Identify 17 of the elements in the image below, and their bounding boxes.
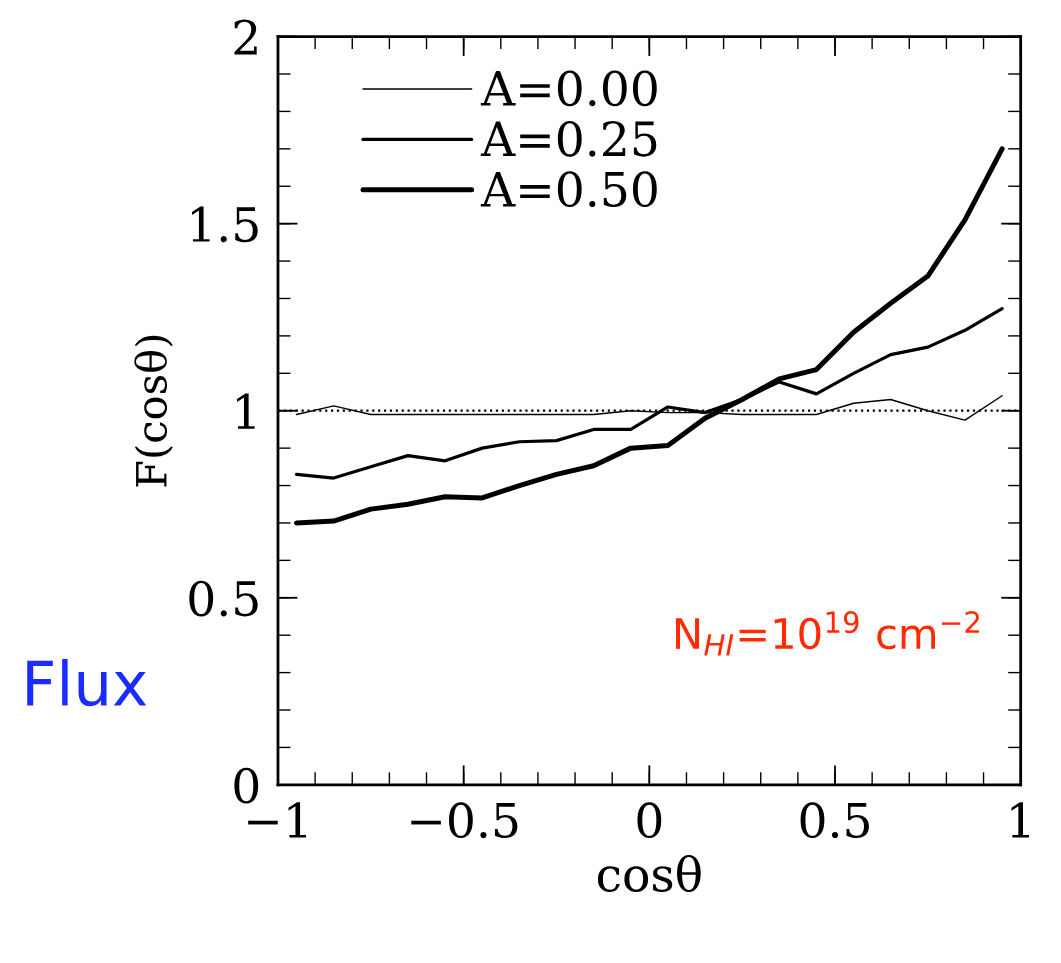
y-tick-label: 1 — [237, 393, 255, 429]
x-tick-label: 1 — [1011, 802, 1029, 838]
legend-label: A=0.00 — [480, 70, 657, 107]
y-tick-label: 1.5 — [191, 206, 258, 243]
legend-label: A=0.25 — [480, 120, 657, 157]
x-tick-label: −0.5 — [411, 802, 518, 839]
y-axis-title: F(cosθ) — [134, 335, 173, 487]
y-tick-label: 0 — [234, 767, 259, 804]
text: Flux — [27, 658, 147, 707]
annotation: N$_{HI}$=10$^{19}$ cm$^{−2}$ — [676, 611, 979, 656]
y-tick-label: 2 — [234, 19, 257, 55]
y-tick-label: 0.5 — [189, 580, 258, 617]
x-tick-label: 0.5 — [800, 802, 869, 839]
x-axis-title: cosθ — [597, 855, 701, 893]
x-tick-label: −1 — [248, 802, 307, 838]
legend-label: A=0.50 — [480, 171, 657, 208]
x-tick-label: 0 — [637, 802, 662, 839]
